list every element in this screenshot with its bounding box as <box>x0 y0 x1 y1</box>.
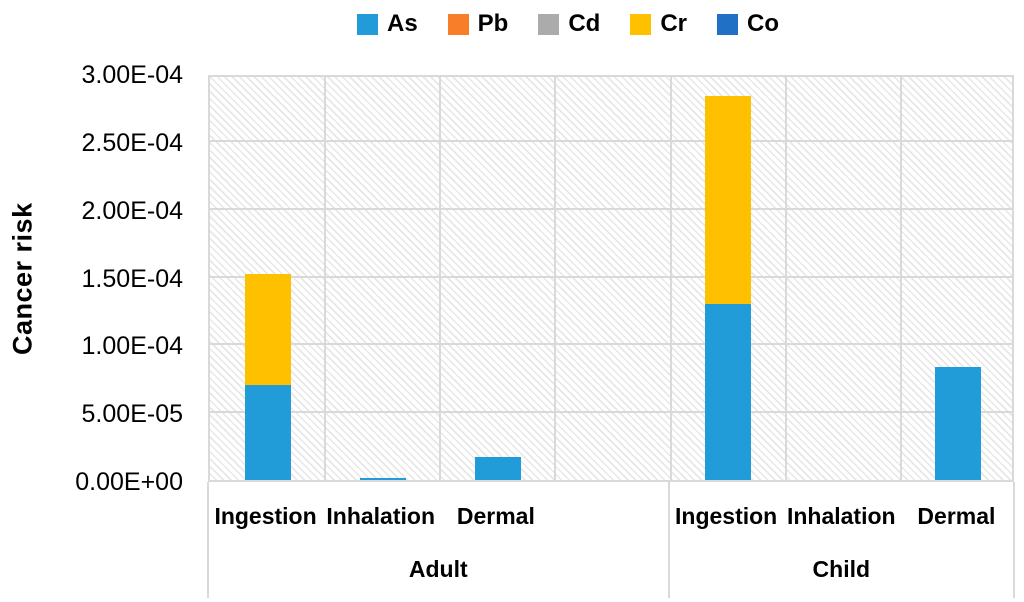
legend-swatch-icon <box>447 13 469 35</box>
axis-divider <box>207 482 209 598</box>
bar-adult-ingestion <box>244 274 291 480</box>
bar-segment-as <box>935 367 982 480</box>
horizontal-gridline <box>210 343 1012 346</box>
legend-item-as: As <box>356 10 418 37</box>
horizontal-gridline <box>210 207 1012 210</box>
bar-adult-inhalation <box>359 478 406 480</box>
category-label: Dermal <box>456 503 535 529</box>
bar-segment-as <box>359 478 406 480</box>
y-tick-label: 5.00E-05 <box>81 400 183 429</box>
legend-label: Pb <box>477 10 509 37</box>
bar-segment-as <box>474 457 521 480</box>
bar-adult-dermal <box>474 457 521 480</box>
legend-label: Cd <box>568 10 601 37</box>
horizontal-gridline <box>210 411 1012 414</box>
bar-segment-cr <box>244 274 291 385</box>
vertical-gridline <box>324 77 327 480</box>
legend-swatch-icon <box>717 13 739 35</box>
category-label: Inhalation <box>326 503 436 529</box>
bar-child-ingestion <box>705 96 752 480</box>
legend-item-cd: Cd <box>538 12 600 36</box>
y-tick-label: 2.00E-04 <box>81 196 183 225</box>
bar-segment-as <box>705 304 752 480</box>
y-tick-label: 2.50E-04 <box>81 128 183 157</box>
legend-item-co: Co <box>717 12 779 36</box>
vertical-gridline <box>554 77 557 480</box>
y-tick-label: 0.00E+00 <box>75 468 183 496</box>
bar-segment-as <box>244 385 291 480</box>
y-tick-label: 1.00E-04 <box>81 332 183 361</box>
legend-label: As <box>386 10 418 37</box>
axis-divider <box>667 482 670 598</box>
vertical-gridline <box>899 77 902 480</box>
y-tick-label: 3.00E-04 <box>81 61 183 89</box>
chart-legend: As Pb Cd Cr Co <box>56 8 1024 40</box>
axis-divider <box>1013 482 1015 598</box>
category-label: Ingestion <box>675 503 778 529</box>
legend-label: Cr <box>660 10 688 37</box>
category-label: Ingestion <box>214 503 317 529</box>
group-label: Adult <box>408 556 468 582</box>
group-label: Child <box>812 556 871 582</box>
legend-swatch-icon <box>356 13 378 35</box>
horizontal-gridline <box>210 275 1012 278</box>
legend-item-pb: Pb <box>447 10 509 37</box>
legend-item-cr: Cr <box>630 12 687 36</box>
legend-swatch-icon <box>538 13 560 35</box>
category-label: Dermal <box>917 503 996 529</box>
horizontal-gridline <box>210 139 1012 142</box>
vertical-gridline <box>669 77 672 480</box>
vertical-gridline <box>439 77 442 480</box>
legend-label: Co <box>747 10 780 37</box>
plot-area <box>208 75 1014 482</box>
y-tick-label: 1.50E-04 <box>81 264 183 293</box>
legend-swatch-icon <box>630 13 652 35</box>
category-label: Inhalation <box>786 503 896 529</box>
vertical-gridline <box>784 77 787 480</box>
bar-segment-cr <box>705 96 752 304</box>
bar-child-dermal <box>935 367 982 480</box>
